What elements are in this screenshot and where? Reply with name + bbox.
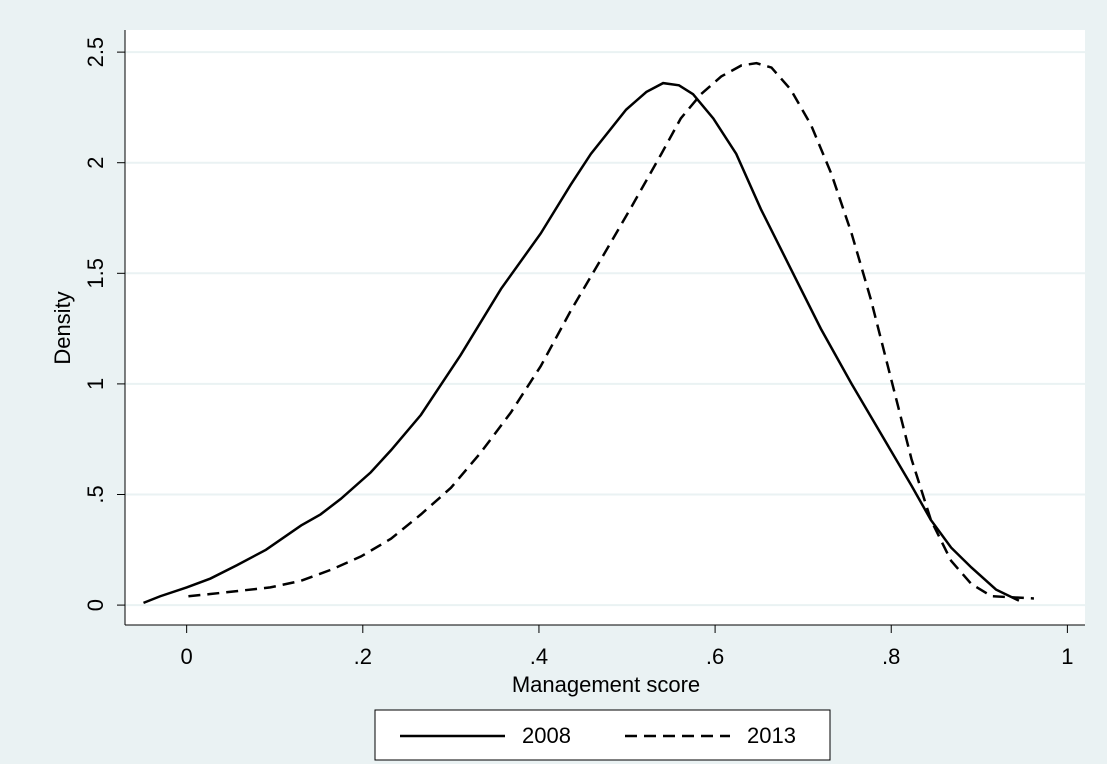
x-tick-label: .6 [706, 644, 724, 669]
y-tick-label: 1.5 [83, 258, 108, 289]
x-tick-label: .8 [882, 644, 900, 669]
x-tick-label: 1 [1061, 644, 1073, 669]
y-tick-label: 0 [83, 599, 108, 611]
y-tick-label: .5 [83, 485, 108, 503]
y-tick-label: 1 [83, 378, 108, 390]
x-tick-label: 0 [181, 644, 193, 669]
density-line [143, 81, 1020, 605]
density-line [188, 61, 1034, 600]
y-axis-label: Density [50, 291, 75, 364]
y-tick-label: 2 [83, 157, 108, 169]
legend-label: 2013 [747, 723, 796, 748]
plot-area [125, 30, 1085, 625]
x-tick-label: .2 [354, 644, 372, 669]
y-tick-label: 2.5 [83, 37, 108, 68]
legend-label: 2008 [522, 723, 571, 748]
x-axis-label: Management score [512, 672, 700, 697]
x-tick-label: .4 [530, 644, 548, 669]
